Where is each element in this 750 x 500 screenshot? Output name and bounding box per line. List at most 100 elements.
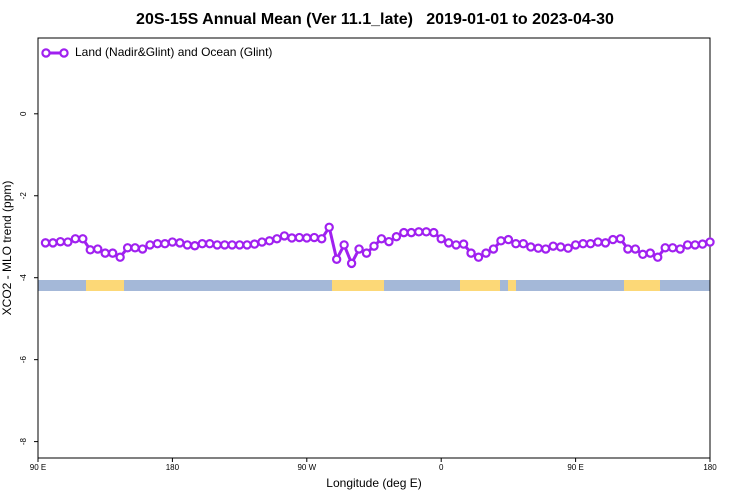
data-point bbox=[675, 244, 685, 254]
data-point bbox=[578, 238, 588, 249]
data-point bbox=[294, 232, 305, 243]
data-point bbox=[697, 239, 708, 249]
chart-title: 20S-15S Annual Mean (Ver 11.1_late) 2019… bbox=[136, 11, 614, 28]
data-point bbox=[361, 248, 372, 258]
y-tick-label: -6 bbox=[19, 356, 28, 364]
y-tick-label: 0 bbox=[19, 111, 28, 116]
data-point bbox=[518, 238, 529, 249]
data-point bbox=[526, 242, 536, 252]
data-point bbox=[451, 240, 461, 250]
data-point bbox=[496, 236, 506, 246]
data-point bbox=[391, 232, 402, 242]
data-point bbox=[205, 238, 215, 249]
data-point bbox=[249, 239, 260, 249]
data-point bbox=[608, 234, 618, 245]
data-point bbox=[548, 241, 558, 251]
data-point bbox=[481, 248, 491, 258]
land-strip bbox=[460, 280, 500, 291]
data-point bbox=[257, 237, 267, 247]
y-tick-label: -8 bbox=[19, 438, 28, 446]
data-point bbox=[660, 243, 670, 253]
land-strip bbox=[86, 280, 124, 291]
data-point bbox=[376, 234, 387, 244]
data-point bbox=[645, 248, 655, 258]
data-point bbox=[279, 231, 290, 241]
data-point bbox=[555, 242, 566, 252]
data-point bbox=[623, 244, 633, 254]
data-point bbox=[93, 244, 103, 254]
land-strip bbox=[332, 280, 384, 291]
x-tick-label: 90 W bbox=[297, 463, 316, 472]
data-point bbox=[533, 243, 543, 253]
data-point bbox=[384, 236, 394, 247]
data-point bbox=[122, 243, 133, 253]
data-point bbox=[115, 252, 125, 262]
data-point bbox=[354, 244, 364, 254]
data-point bbox=[473, 252, 484, 262]
data-point bbox=[667, 243, 678, 253]
data-point bbox=[585, 238, 596, 249]
land-strip bbox=[624, 280, 660, 291]
data-point bbox=[317, 234, 327, 244]
legend-marker bbox=[41, 48, 51, 58]
data-point bbox=[264, 236, 275, 246]
y-tick-label: -4 bbox=[19, 274, 28, 282]
data-point bbox=[331, 254, 342, 264]
data-point bbox=[690, 240, 700, 250]
data-point bbox=[212, 240, 222, 250]
data-point bbox=[70, 234, 81, 244]
data-point bbox=[130, 243, 140, 253]
y-axis-label: XCO2 - MLO trend (ppm) bbox=[0, 181, 14, 316]
data-point bbox=[399, 227, 409, 238]
data-point bbox=[272, 234, 282, 244]
data-point bbox=[369, 241, 379, 251]
data-point bbox=[630, 244, 641, 254]
data-point bbox=[160, 238, 170, 249]
x-tick-label: 180 bbox=[166, 463, 180, 472]
x-tick-label: 90 E bbox=[30, 463, 46, 472]
data-point bbox=[421, 227, 431, 237]
data-point bbox=[339, 240, 349, 250]
data-point bbox=[100, 248, 110, 258]
data-point bbox=[287, 233, 297, 243]
data-point bbox=[63, 237, 73, 247]
data-point bbox=[227, 240, 237, 250]
data-point bbox=[182, 240, 193, 250]
plot-frame bbox=[37, 37, 711, 459]
data-point bbox=[167, 237, 178, 247]
surface-mask bbox=[38, 280, 710, 291]
legend-label: Land (Nadir&Glint) and Ocean (Glint) bbox=[75, 45, 272, 59]
data-point bbox=[309, 232, 319, 243]
x-axis-label: Longitude (deg E) bbox=[326, 476, 421, 490]
data-point bbox=[458, 239, 469, 249]
data-point bbox=[682, 240, 693, 250]
data-point bbox=[346, 258, 357, 269]
x-tick-label: 180 bbox=[703, 463, 717, 472]
data-point bbox=[219, 240, 230, 250]
data-point bbox=[107, 248, 118, 258]
data-point bbox=[137, 244, 148, 254]
data-point bbox=[414, 227, 424, 237]
data-point bbox=[563, 243, 573, 253]
data-point bbox=[55, 236, 66, 247]
data-point bbox=[429, 227, 439, 238]
x-tick-label: 90 E bbox=[567, 463, 583, 472]
data-point bbox=[242, 240, 252, 250]
data-point bbox=[705, 237, 715, 247]
x-tick-label: 0 bbox=[439, 463, 444, 472]
data-point bbox=[653, 252, 663, 262]
data-point bbox=[615, 234, 626, 244]
data-point bbox=[406, 227, 417, 238]
data-point bbox=[600, 238, 611, 248]
data-point bbox=[48, 238, 58, 248]
legend-marker bbox=[59, 48, 69, 58]
data-point bbox=[593, 237, 603, 247]
y-tick-label: -2 bbox=[19, 192, 28, 200]
data-point bbox=[638, 249, 648, 260]
data-point bbox=[324, 222, 334, 233]
data-point bbox=[302, 233, 312, 243]
data-point bbox=[190, 241, 200, 251]
data-point bbox=[570, 240, 581, 250]
data-point bbox=[234, 240, 245, 250]
